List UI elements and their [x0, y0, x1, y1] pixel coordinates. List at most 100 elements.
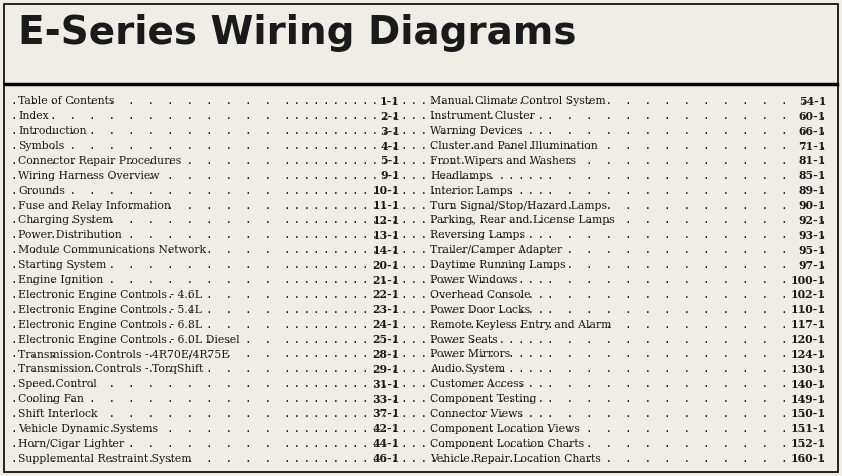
Text: .  .  .  .  .  .  .  .  .  .  .  .  .  .  .  .  .  .  .  .  .  .  .  .  .  .  . : . . . . . . . . . . . . . . . . . . . . …	[0, 439, 551, 449]
Text: 110-1: 110-1	[791, 304, 826, 315]
Text: .  .  .  .  .  .  .  .  .  .  .  .  .  .  .  .  .  .  .  .  .  .  .  .  .  .  . : . . . . . . . . . . . . . . . . . . . . …	[287, 454, 842, 464]
Text: Horn/Cigar Lighter: Horn/Cigar Lighter	[18, 439, 124, 449]
Text: Cooling Fan: Cooling Fan	[18, 394, 84, 404]
Text: 44-1: 44-1	[373, 438, 400, 449]
Text: .  .  .  .  .  .  .  .  .  .  .  .  .  .  .  .  .  .  .  .  .  .  .  .  .  .  . : . . . . . . . . . . . . . . . . . . . . …	[0, 260, 551, 270]
Text: 150-1: 150-1	[791, 408, 826, 419]
Text: .  .  .  .  .  .  .  .  .  .  .  .  .  .  .  .  .  .  .  .  .  .  .  .  .  .  . : . . . . . . . . . . . . . . . . . . . . …	[0, 394, 551, 404]
Text: .  .  .  .  .  .  .  .  .  .  .  .  .  .  .  .  .  .  .  .  .  .  .  .  .  .  . : . . . . . . . . . . . . . . . . . . . . …	[287, 245, 842, 255]
Text: Starting System: Starting System	[18, 260, 106, 270]
Text: .  .  .  .  .  .  .  .  .  .  .  .  .  .  .  .  .  .  .  .  .  .  .  .  .  .  . : . . . . . . . . . . . . . . . . . . . . …	[0, 156, 551, 166]
Text: Customer Access: Customer Access	[430, 379, 524, 389]
Text: .  .  .  .  .  .  .  .  .  .  .  .  .  .  .  .  .  .  .  .  .  .  .  .  .  .  . : . . . . . . . . . . . . . . . . . . . . …	[287, 394, 842, 404]
Text: 152-1: 152-1	[791, 438, 826, 449]
Text: Power Mirrors: Power Mirrors	[430, 349, 510, 359]
Text: .  .  .  .  .  .  .  .  .  .  .  .  .  .  .  .  .  .  .  .  .  .  .  .  .  .  . : . . . . . . . . . . . . . . . . . . . . …	[287, 111, 842, 121]
Text: .  .  .  .  .  .  .  .  .  .  .  .  .  .  .  .  .  .  .  .  .  .  .  .  .  .  . : . . . . . . . . . . . . . . . . . . . . …	[287, 275, 842, 285]
Text: .  .  .  .  .  .  .  .  .  .  .  .  .  .  .  .  .  .  .  .  .  .  .  .  .  .  . : . . . . . . . . . . . . . . . . . . . . …	[287, 260, 842, 270]
Text: 5-1: 5-1	[380, 156, 400, 167]
Text: .  .  .  .  .  .  .  .  .  .  .  .  .  .  .  .  .  .  .  .  .  .  .  .  .  .  . : . . . . . . . . . . . . . . . . . . . . …	[287, 349, 842, 359]
Text: 14-1: 14-1	[373, 245, 400, 256]
Text: .  .  .  .  .  .  .  .  .  .  .  .  .  .  .  .  .  .  .  .  .  .  .  .  .  .  . : . . . . . . . . . . . . . . . . . . . . …	[0, 111, 551, 121]
Text: Electronic Engine Controls - 6.8L: Electronic Engine Controls - 6.8L	[18, 320, 202, 330]
Text: 28-1: 28-1	[373, 349, 400, 360]
Text: .  .  .  .  .  .  .  .  .  .  .  .  .  .  .  .  .  .  .  .  .  .  .  .  .  .  . : . . . . . . . . . . . . . . . . . . . . …	[287, 290, 842, 300]
Text: 160-1: 160-1	[791, 453, 826, 464]
Text: .  .  .  .  .  .  .  .  .  .  .  .  .  .  .  .  .  .  .  .  .  .  .  .  .  .  . : . . . . . . . . . . . . . . . . . . . . …	[0, 245, 551, 255]
Text: .  .  .  .  .  .  .  .  .  .  .  .  .  .  .  .  .  .  .  .  .  .  .  .  .  .  . : . . . . . . . . . . . . . . . . . . . . …	[0, 97, 551, 107]
Text: 22-1: 22-1	[373, 289, 400, 300]
Text: .  .  .  .  .  .  .  .  .  .  .  .  .  .  .  .  .  .  .  .  .  .  .  .  .  .  . : . . . . . . . . . . . . . . . . . . . . …	[0, 305, 551, 315]
Text: Power Seats: Power Seats	[430, 335, 498, 345]
Text: .  .  .  .  .  .  .  .  .  .  .  .  .  .  .  .  .  .  .  .  .  .  .  .  .  .  . : . . . . . . . . . . . . . . . . . . . . …	[0, 424, 551, 434]
Text: Introduction: Introduction	[18, 126, 87, 136]
Text: Power Windows: Power Windows	[430, 275, 517, 285]
Text: Component Location Views: Component Location Views	[430, 424, 580, 434]
Text: .  .  .  .  .  .  .  .  .  .  .  .  .  .  .  .  .  .  .  .  .  .  .  .  .  .  . : . . . . . . . . . . . . . . . . . . . . …	[287, 171, 842, 181]
Text: .  .  .  .  .  .  .  .  .  .  .  .  .  .  .  .  .  .  .  .  .  .  .  .  .  .  . : . . . . . . . . . . . . . . . . . . . . …	[0, 290, 551, 300]
Text: .  .  .  .  .  .  .  .  .  .  .  .  .  .  .  .  .  .  .  .  .  .  .  .  .  .  . : . . . . . . . . . . . . . . . . . . . . …	[0, 454, 551, 464]
Text: 100-1: 100-1	[791, 275, 826, 286]
Text: .  .  .  .  .  .  .  .  .  .  .  .  .  .  .  .  .  .  .  .  .  .  .  .  .  .  . : . . . . . . . . . . . . . . . . . . . . …	[0, 379, 551, 389]
Text: 90-1: 90-1	[799, 200, 826, 211]
Text: .  .  .  .  .  .  .  .  .  .  .  .  .  .  .  .  .  .  .  .  .  .  .  .  .  .  . : . . . . . . . . . . . . . . . . . . . . …	[287, 216, 842, 226]
Text: 124-1: 124-1	[791, 349, 826, 360]
Text: .  .  .  .  .  .  .  .  .  .  .  .  .  .  .  .  .  .  .  .  .  .  .  .  .  .  . : . . . . . . . . . . . . . . . . . . . . …	[287, 186, 842, 196]
Text: Instrument Cluster: Instrument Cluster	[430, 111, 535, 121]
Text: Electronic Engine Controls - 6.0L Diesel: Electronic Engine Controls - 6.0L Diesel	[18, 335, 240, 345]
Text: .  .  .  .  .  .  .  .  .  .  .  .  .  .  .  .  .  .  .  .  .  .  .  .  .  .  . : . . . . . . . . . . . . . . . . . . . . …	[287, 230, 842, 240]
Text: Front Wipers and Washers: Front Wipers and Washers	[430, 156, 576, 166]
Text: .  .  .  .  .  .  .  .  .  .  .  .  .  .  .  .  .  .  .  .  .  .  .  .  .  .  . : . . . . . . . . . . . . . . . . . . . . …	[287, 379, 842, 389]
Text: .  .  .  .  .  .  .  .  .  .  .  .  .  .  .  .  .  .  .  .  .  .  .  .  .  .  . : . . . . . . . . . . . . . . . . . . . . …	[287, 424, 842, 434]
Text: 24-1: 24-1	[373, 319, 400, 330]
Text: 20-1: 20-1	[373, 259, 400, 271]
Text: 4-1: 4-1	[381, 140, 400, 151]
Text: Shift Interlock: Shift Interlock	[18, 409, 98, 419]
Text: 81-1: 81-1	[798, 156, 826, 167]
Text: Interior Lamps: Interior Lamps	[430, 186, 513, 196]
Text: 71-1: 71-1	[798, 140, 826, 151]
Text: 31-1: 31-1	[372, 379, 400, 390]
Text: Headlamps: Headlamps	[430, 171, 492, 181]
Text: Turn Signal/Stop/Hazard Lamps: Turn Signal/Stop/Hazard Lamps	[430, 200, 607, 210]
Text: Power Distribution: Power Distribution	[18, 230, 122, 240]
Text: .  .  .  .  .  .  .  .  .  .  .  .  .  .  .  .  .  .  .  .  .  .  .  .  .  .  . : . . . . . . . . . . . . . . . . . . . . …	[0, 335, 551, 345]
Text: .  .  .  .  .  .  .  .  .  .  .  .  .  .  .  .  .  .  .  .  .  .  .  .  .  .  . : . . . . . . . . . . . . . . . . . . . . …	[0, 364, 551, 374]
Text: Table of Contents: Table of Contents	[18, 97, 115, 107]
Text: 66-1: 66-1	[799, 126, 826, 137]
Text: 140-1: 140-1	[791, 379, 826, 390]
Text: Connector Repair Procedures: Connector Repair Procedures	[18, 156, 181, 166]
Text: Fuse and Relay Information: Fuse and Relay Information	[18, 200, 171, 210]
Text: Component Location Charts: Component Location Charts	[430, 439, 584, 449]
Text: 102-1: 102-1	[791, 289, 826, 300]
Text: 13-1: 13-1	[372, 230, 400, 241]
Text: 85-1: 85-1	[798, 170, 826, 181]
Text: 60-1: 60-1	[799, 111, 826, 122]
Text: Index: Index	[18, 111, 49, 121]
Text: .  .  .  .  .  .  .  .  .  .  .  .  .  .  .  .  .  .  .  .  .  .  .  .  .  .  . : . . . . . . . . . . . . . . . . . . . . …	[287, 320, 842, 330]
Text: 12-1: 12-1	[373, 215, 400, 226]
Text: 92-1: 92-1	[799, 215, 826, 226]
Text: 10-1: 10-1	[373, 185, 400, 196]
Text: 11-1: 11-1	[372, 200, 400, 211]
Text: Warning Devices: Warning Devices	[430, 126, 522, 136]
Text: 9-1: 9-1	[381, 170, 400, 181]
Text: 1-1: 1-1	[380, 96, 400, 107]
Text: 46-1: 46-1	[373, 453, 400, 464]
Text: Supplemental Restraint System: Supplemental Restraint System	[18, 454, 191, 464]
Text: 54-1: 54-1	[798, 96, 826, 107]
Text: Component Testing: Component Testing	[430, 394, 536, 404]
Text: 93-1: 93-1	[798, 230, 826, 241]
Text: Connector Views: Connector Views	[430, 409, 523, 419]
Text: .  .  .  .  .  .  .  .  .  .  .  .  .  .  .  .  .  .  .  .  .  .  .  .  .  .  . : . . . . . . . . . . . . . . . . . . . . …	[0, 200, 551, 210]
Text: Daytime Running Lamps: Daytime Running Lamps	[430, 260, 566, 270]
Text: Trailer/Camper Adapter: Trailer/Camper Adapter	[430, 245, 562, 255]
Text: 23-1: 23-1	[373, 304, 400, 315]
Text: .  .  .  .  .  .  .  .  .  .  .  .  .  .  .  .  .  .  .  .  .  .  .  .  .  .  . : . . . . . . . . . . . . . . . . . . . . …	[0, 171, 551, 181]
Text: 25-1: 25-1	[373, 334, 400, 345]
Text: Charging System: Charging System	[18, 216, 113, 226]
Text: 89-1: 89-1	[799, 185, 826, 196]
Text: Wiring Harness Overview: Wiring Harness Overview	[18, 171, 159, 181]
Text: Engine Ignition: Engine Ignition	[18, 275, 104, 285]
Text: .  .  .  .  .  .  .  .  .  .  .  .  .  .  .  .  .  .  .  .  .  .  .  .  .  .  . : . . . . . . . . . . . . . . . . . . . . …	[0, 126, 551, 136]
